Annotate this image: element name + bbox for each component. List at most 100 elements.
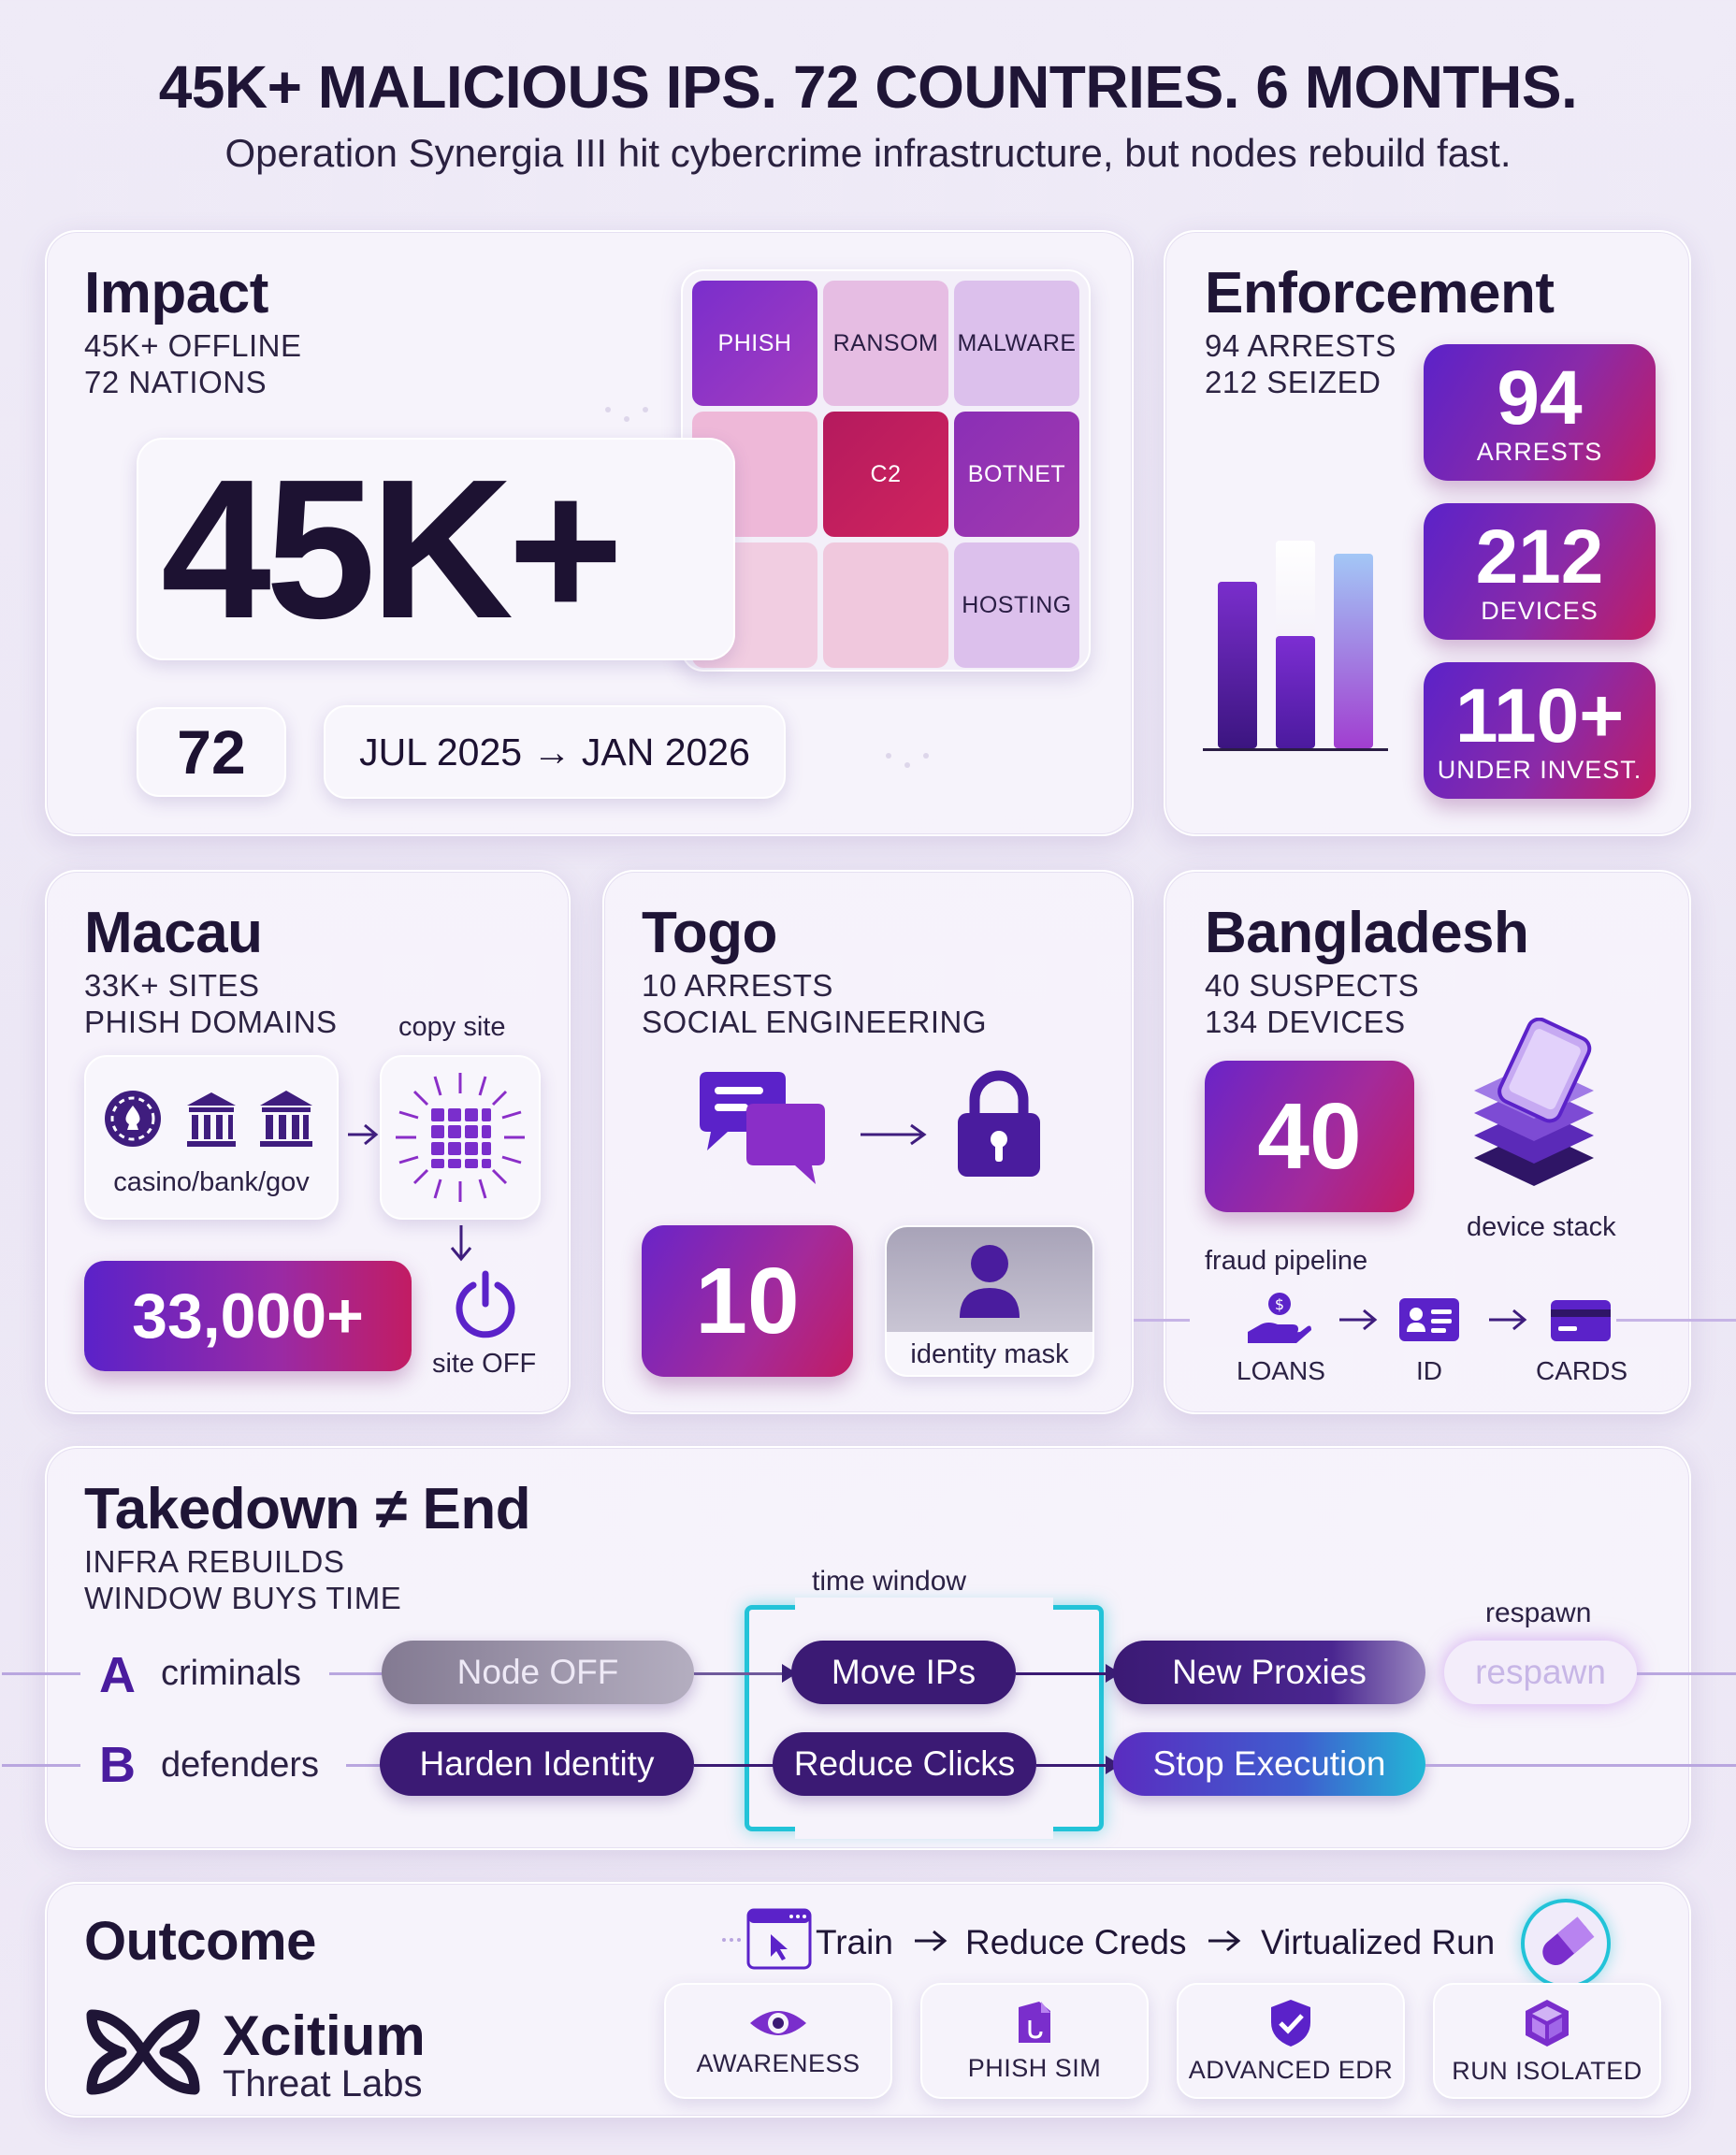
row-a-line-3 [1016, 1672, 1107, 1675]
pipeline-step-id: ID [1416, 1356, 1442, 1385]
row-b-name: defenders [161, 1745, 320, 1785]
impact-line-2: 72 NATIONS [84, 365, 268, 399]
targets-label: casino/bank/gov [113, 1167, 310, 1197]
bracket-gap-top [795, 1598, 1053, 1613]
step-respawn: respawn [1444, 1641, 1637, 1704]
impact-card: Impact 45K+ OFFLINE 72 NATIONS PHISH RAN… [45, 230, 1134, 836]
impact-big-number-panel: 45K+ [137, 438, 735, 660]
respawn-header-label: respawn [1485, 1598, 1592, 1628]
step-reduce-clicks: Reduce Clicks [773, 1732, 1036, 1796]
chip-advanced-edr: ADVANCED EDR [1177, 1983, 1405, 2099]
enforcement-title: Enforcement [1205, 261, 1555, 325]
stat-arrests: 94 ARRESTS [1424, 344, 1656, 481]
step-node-off: Node OFF [382, 1641, 694, 1704]
arrow-right-icon [1339, 1309, 1378, 1331]
takedown-line-1: INFRA REBUILDS [84, 1544, 345, 1579]
bangladesh-title: Bangladesh [1205, 901, 1529, 965]
page-subtitle: Operation Synergia III hit cybercrime in… [224, 131, 1512, 175]
browser-cursor-icon [722, 1908, 812, 1970]
pipeline-step-loans: LOANS [1237, 1356, 1325, 1385]
lock-icon [958, 1070, 1040, 1177]
chip-awareness: AWARENESS [664, 1983, 892, 2099]
device-stack-label: device stack [1467, 1212, 1616, 1242]
togo-title: Togo [642, 901, 777, 965]
stat-arrests-label: ARRESTS [1476, 437, 1603, 466]
chip-advanced-edr-label: ADVANCED EDR [1188, 2055, 1394, 2084]
bracket-gap-bottom [795, 1824, 1053, 1839]
grid-burst-icon [396, 1073, 525, 1202]
tile-c2: C2 [823, 412, 948, 537]
fraud-pipeline-label: fraud pipeline [1205, 1246, 1368, 1276]
row-b-line-right [1425, 1764, 1736, 1767]
bar-1 [1218, 582, 1257, 748]
bangladesh-count-box: 40 [1205, 1061, 1414, 1212]
enforcement-bar-graphic [1203, 541, 1388, 751]
stat-devices-value: 212 [1475, 513, 1604, 600]
stat-under-investigation: 110+ UNDER INVEST. [1424, 662, 1656, 799]
impact-big-number: 45K+ [161, 438, 624, 659]
chip-run-isolated: RUN ISOLATED [1433, 1983, 1661, 2099]
tile-malware: MALWARE [954, 281, 1079, 406]
countries-value: 72 [177, 717, 246, 787]
outcome-title: Outcome [84, 1911, 316, 1972]
target-icons-panel: casino/bank/gov [84, 1055, 339, 1220]
row-a-line-2 [694, 1672, 782, 1675]
tile-empty-3 [823, 542, 948, 668]
row-a-line-right [1637, 1672, 1736, 1675]
device-stack-icon [1474, 1018, 1594, 1186]
arrow-right-icon [1489, 1309, 1527, 1331]
user-silhouette-icon [960, 1245, 1020, 1318]
pipeline-connector-right [1616, 1319, 1736, 1322]
togo-count-box: 10 [642, 1225, 853, 1377]
bar-3 [1276, 636, 1315, 748]
flow-step-reduce-creds: Reduce Creds [965, 1923, 1187, 1961]
flow-step-train: Train [816, 1923, 893, 1961]
arrow-right-icon [1208, 1930, 1241, 1952]
row-b-letter: B [99, 1737, 136, 1793]
svg-text:$: $ [1275, 1295, 1284, 1313]
stat-invest-label: UNDER INVEST. [1437, 755, 1642, 784]
enforcement-line-1: 94 ARRESTS [1205, 328, 1396, 363]
site-off-label: site OFF [432, 1349, 537, 1379]
togo-line-2: SOCIAL ENGINEERING [642, 1005, 988, 1039]
row-b-line-3 [1036, 1764, 1107, 1767]
macau-card: Macau 33K+ SITES PHISH DOMAINS copy site [45, 870, 571, 1414]
countries-chip: 72 [137, 707, 286, 797]
macau-count: 33,000+ [132, 1280, 364, 1352]
impact-title: Impact [84, 261, 268, 325]
bangladesh-line-2: 134 DEVICES [1205, 1005, 1406, 1039]
chip-run-isolated-label: RUN ISOLATED [1452, 2056, 1642, 2085]
casino-chip-icon [105, 1091, 161, 1147]
chat-bubbles-icon [700, 1072, 825, 1184]
bangladesh-card: Bangladesh 40 SUSPECTS 134 DEVICES 40 de… [1164, 870, 1691, 1414]
pipeline-step-cards: CARDS [1536, 1356, 1628, 1385]
bangladesh-line-1: 40 SUSPECTS [1205, 968, 1420, 1003]
step-stop-execution: Stop Execution [1113, 1732, 1425, 1796]
macau-title: Macau [84, 901, 263, 965]
brand-subtitle: Threat Labs [223, 2063, 423, 2104]
chip-phish-sim-label: PHISH SIM [967, 2053, 1102, 2082]
xcitium-logo-icon [86, 2009, 200, 2095]
chip-phish-sim: PHISH SIM [920, 1983, 1149, 2099]
identity-mask-panel: identity mask [885, 1225, 1094, 1377]
macau-line-2: PHISH DOMAINS [84, 1005, 338, 1039]
row-a-line-1 [329, 1672, 385, 1675]
page-title: 45K+ MALICIOUS IPS. 72 COUNTRIES. 6 MONT… [158, 53, 1578, 121]
arrow-right-icon [861, 1123, 927, 1146]
stat-arrests-value: 94 [1497, 354, 1583, 441]
impact-line-1: 45K+ OFFLINE [84, 328, 302, 363]
step-harden-identity: Harden Identity [380, 1732, 694, 1796]
takedown-line-2: WINDOW BUYS TIME [84, 1581, 402, 1615]
row-a-name: criminals [161, 1654, 301, 1693]
row-a-line-left [2, 1672, 80, 1675]
credit-card-icon [1551, 1300, 1611, 1341]
togo-line-1: 10 ARRESTS [642, 968, 833, 1003]
arrow-down-icon [450, 1225, 472, 1262]
target-icons [105, 1091, 312, 1147]
capsule-icon-ring [1521, 1899, 1611, 1989]
row-b-line-1 [346, 1764, 383, 1767]
bar-baseline [1203, 748, 1388, 751]
tile-phish: PHISH [692, 281, 817, 406]
time-window-bracket [745, 1605, 1104, 1831]
step-new-proxies: New Proxies [1113, 1641, 1425, 1704]
